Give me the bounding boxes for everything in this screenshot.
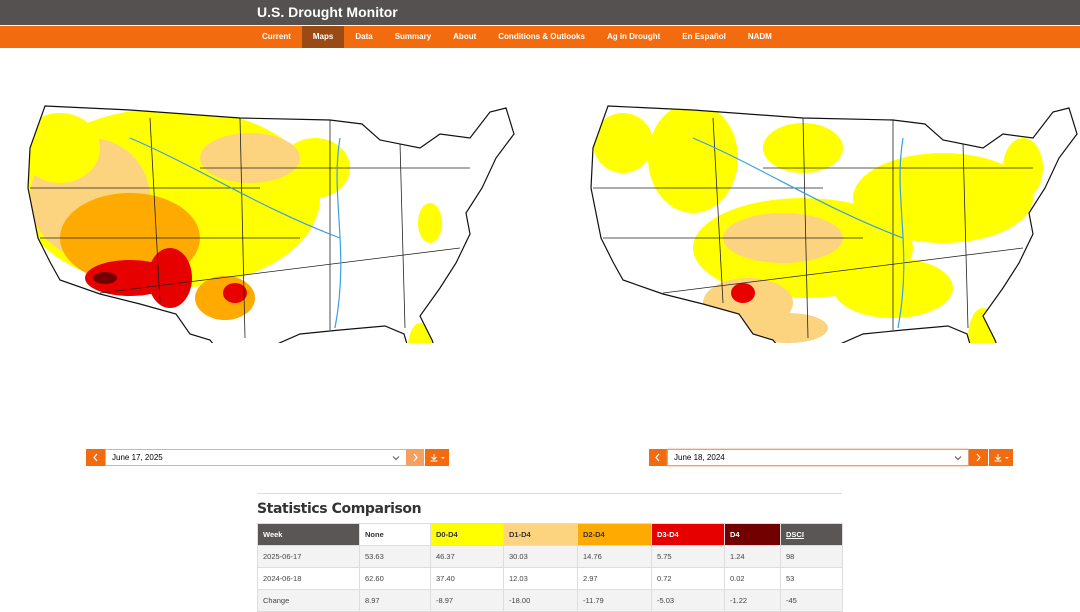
table-cell: 1.24 (724, 545, 781, 568)
column-header: D0-D4 (430, 523, 504, 546)
prev-button[interactable] (649, 449, 667, 466)
state-border (399, 142, 406, 329)
table-cell: 30.03 (503, 545, 578, 568)
table-cell: 0.72 (651, 567, 725, 590)
column-header: None (359, 523, 431, 546)
table-cell: Change (257, 589, 360, 612)
river (129, 137, 341, 239)
us-border (27, 105, 515, 343)
table-cell: 2024-06-18 (257, 567, 360, 590)
nav: Current Maps Data Summary About Conditions & … (251, 26, 783, 48)
nav-bar: Current Maps Data Summary About Conditions & … (0, 26, 1080, 48)
state-border (149, 117, 161, 304)
nav-item[interactable]: NADM (747, 32, 772, 41)
next-button[interactable] (969, 449, 988, 466)
drought-area (593, 113, 653, 173)
state-border (99, 247, 461, 294)
next-button[interactable] (406, 449, 424, 466)
table-row: 2025-06-17 53.63 46.37 30.03 14.76 5.75 1.24 98 (257, 545, 843, 568)
table-cell: -11.79 (577, 589, 652, 612)
table-cell: 53.63 (359, 545, 431, 568)
nav-item[interactable]: Ag in Drought (606, 32, 661, 41)
column-header: D4 (724, 523, 781, 546)
table-cell: -5.03 (651, 589, 725, 612)
table-cell: 62.60 (359, 567, 431, 590)
drought-map (27, 105, 515, 343)
date-select[interactable]: June 17, 2025 (105, 449, 407, 466)
header-row: Week None D0-D4 D1-D4 D2-D4 D3-D4 D4 DSCI (257, 523, 843, 546)
date-text: June 17, 2025 (112, 453, 163, 462)
column-header: Week (257, 523, 360, 546)
nav-item[interactable]: Conditions & Outlooks (498, 32, 585, 41)
river (897, 137, 905, 329)
drought-area (223, 283, 247, 303)
table-cell: 8.97 (359, 589, 431, 612)
table-row: 2024-06-18 62.60 37.40 12.03 2.97 0.72 0.02 53 (257, 567, 843, 590)
nav-item[interactable]: En Español (682, 32, 726, 41)
column-header: D1-D4 (503, 523, 578, 546)
nav-item[interactable]: Maps (301, 26, 345, 48)
drought-area (93, 272, 117, 284)
nav-item[interactable]: Data (355, 32, 373, 41)
table-row: Change 8.97 -8.97 -18.00 -11.79 -5.03 -1.22 -45 (257, 589, 843, 612)
table-cell: 14.76 (577, 545, 652, 568)
state-border (662, 247, 1024, 294)
column-header: D2-D4 (577, 523, 652, 546)
us-border (590, 105, 1078, 343)
site-title[interactable]: U.S. Drought Monitor (257, 4, 398, 20)
prev-button[interactable] (86, 449, 105, 466)
drought-area (28, 113, 100, 183)
state-border (962, 142, 969, 329)
table-cell: 98 (780, 545, 843, 568)
table-cell: -1.22 (724, 589, 781, 612)
state-border (239, 117, 246, 339)
column-header: D3-D4 (651, 523, 725, 546)
table-cell: 0.02 (724, 567, 781, 590)
river (334, 137, 342, 329)
drought-area (200, 133, 300, 183)
nav-item[interactable]: About (453, 32, 477, 41)
table-cell: -45 (780, 589, 843, 612)
drought-area (748, 313, 828, 343)
drought-area (648, 106, 738, 213)
table-cell: 5.75 (651, 545, 725, 568)
table-cell: 53 (780, 567, 843, 590)
table-cell: 37.40 (430, 567, 504, 590)
table-cell: 2025-06-17 (257, 545, 360, 568)
drought-areas (593, 106, 1043, 343)
table-cell: -18.00 (503, 589, 578, 612)
state-border (712, 117, 724, 304)
drought-areas (28, 108, 442, 343)
drought-area (418, 203, 442, 243)
table-cell: 46.37 (430, 545, 504, 568)
date-select[interactable]: June 18, 2024 (667, 449, 969, 466)
drought-area (763, 123, 843, 173)
nav-item[interactable]: Current (262, 32, 291, 41)
download-button[interactable] (989, 449, 1013, 466)
section-title: Statistics Comparison (257, 501, 422, 517)
divider (257, 493, 842, 494)
drought-area (408, 323, 432, 343)
drought-map (590, 105, 1078, 343)
drought-area (731, 283, 755, 303)
top-bar: U.S. Drought Monitor (0, 0, 1080, 26)
column-header[interactable]: DSCI (780, 523, 843, 546)
table-cell: -8.97 (430, 589, 504, 612)
drought-area (148, 248, 192, 308)
drought-area (853, 153, 1033, 243)
date-text: June 18, 2024 (674, 453, 725, 462)
table-cell: 2.97 (577, 567, 652, 590)
river (692, 137, 904, 239)
stats-table: Week None D0-D4 D1-D4 D2-D4 D3-D4 D4 DSCI 2025-0… (257, 523, 843, 612)
nav-item[interactable]: Summary (394, 32, 432, 41)
table-cell: 12.03 (503, 567, 578, 590)
state-border (802, 117, 809, 339)
download-button[interactable] (425, 449, 449, 466)
